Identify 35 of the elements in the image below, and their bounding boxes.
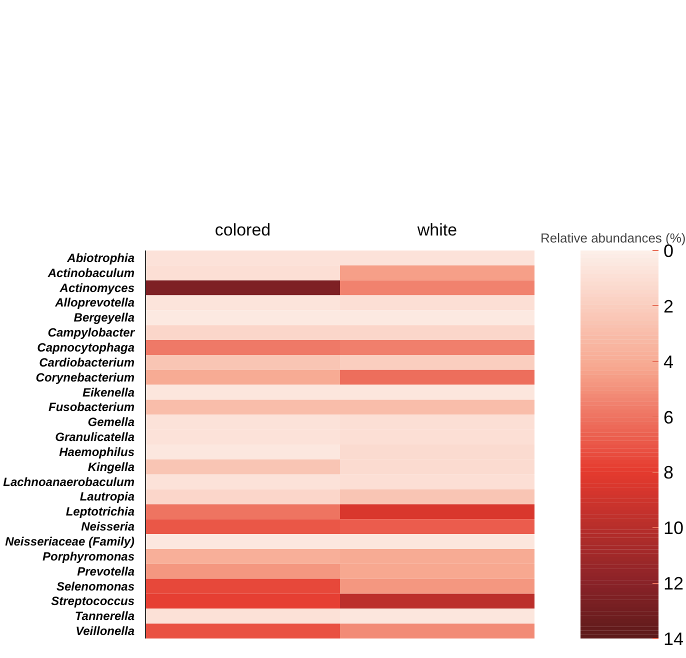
y-tick-label: Neisseria <box>81 520 135 534</box>
color-bar-label: 8 <box>664 462 674 483</box>
y-tick-label: Alloprevotella <box>54 296 135 310</box>
x-tick-label: white <box>416 220 458 240</box>
y-tick-label: Actinobaculum <box>46 266 135 280</box>
y-tick-label: Selenomonas <box>56 579 135 594</box>
color-bar-label: 12 <box>664 574 684 594</box>
y-tick-label: Leptotrichia <box>66 504 135 519</box>
y-tick-label: Kingella <box>88 460 135 474</box>
y-tick-label: Veillonella <box>76 624 135 638</box>
y-tick-label: Lachnoanaerobaculum <box>3 474 135 489</box>
y-tick-label: Actinomyces <box>58 280 135 295</box>
y-tick-label: Gemella <box>88 415 135 430</box>
y-tick-label: Eikenella <box>82 385 135 400</box>
y-tick-label: Lautropia <box>80 490 135 504</box>
y-tick-label: Prevotella <box>77 564 135 578</box>
y-tick-label: Tannerella <box>74 609 135 624</box>
y-tick-label: Capnocytophaga <box>37 340 135 354</box>
x-tick-label: colored <box>214 220 271 240</box>
color-bar-label: 4 <box>664 352 674 372</box>
y-tick-label: Campylobacter <box>48 326 136 340</box>
y-tick-label: Granulicatella <box>55 430 135 444</box>
y-tick-label: Cardiobacterium <box>39 355 135 370</box>
y-tick-label: Streptococcus <box>51 594 135 608</box>
color-bar-label: 14 <box>664 629 684 649</box>
color-bar-label: 2 <box>664 296 674 316</box>
y-tick-label: Neisseriaceae (Family) <box>5 534 135 548</box>
color-bar-label: 6 <box>664 407 674 428</box>
y-tick-label: Haemophilus <box>59 444 135 459</box>
y-tick-label: Bergeyella <box>74 310 135 325</box>
color-bar-label: 10 <box>664 518 684 538</box>
y-tick-label: Abiotrophia <box>66 250 135 265</box>
y-tick-label: Fusobacterium <box>48 400 135 414</box>
y-tick-label: Porphyromonas <box>42 549 135 564</box>
y-tick-label: Corynebacterium <box>36 370 135 384</box>
